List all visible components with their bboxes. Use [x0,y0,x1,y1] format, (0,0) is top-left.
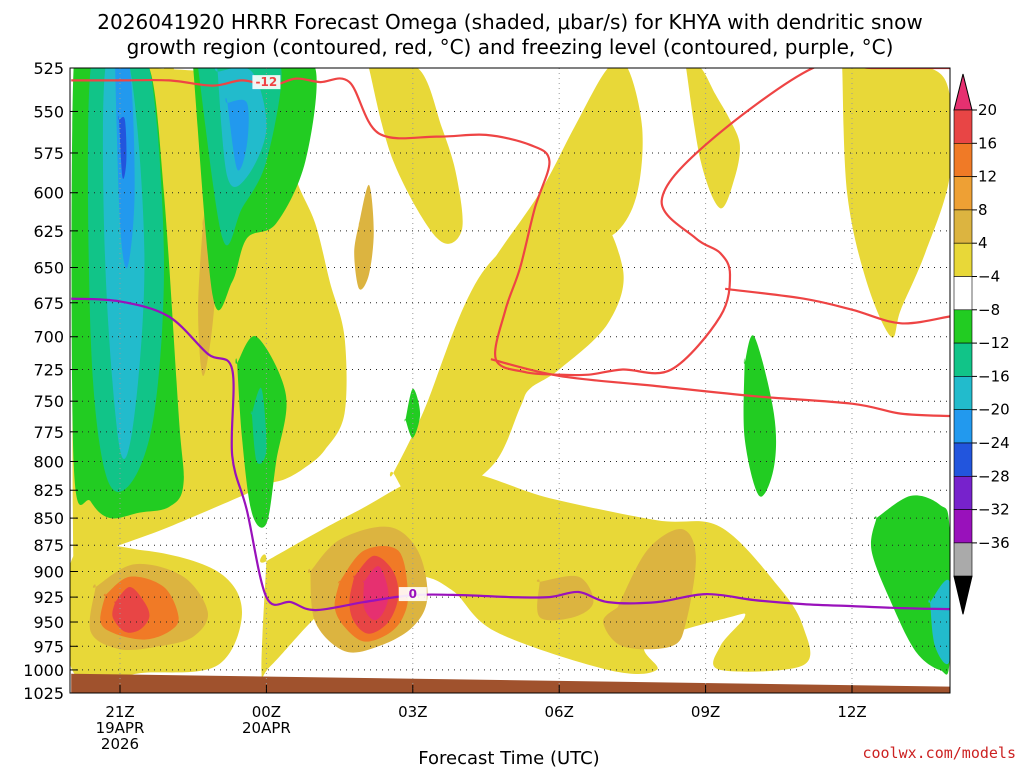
site-credit: coolwx.com/models [862,744,1016,762]
colorbar-tick-label: −8 [978,301,1000,319]
omega-region--20-to--16 [225,98,249,171]
x-tick-label: 21Z [105,703,134,721]
x-tick-label: 09Z [691,703,720,721]
colorbar-tick-label: −20 [978,401,1010,419]
colorbar-swatch [953,509,973,544]
x-tick-label: 00Z [252,703,281,721]
y-tick-label: 725 [33,361,64,380]
chart-title-line1: 2026041920 HRRR Forecast Omega (shaded, … [97,10,922,34]
colorbar-swatch [953,109,973,144]
colorbar-arrow-bottom [953,575,973,615]
colorbar-swatch [953,242,973,277]
colorbar-swatch [953,276,973,311]
omega-region-over-20 [362,566,389,621]
colorbar-swatch [953,209,973,244]
y-tick-label: 775 [33,423,64,442]
contour-dendritic-growth-region-lower [724,287,950,325]
x-tick-label: 2026 [101,735,139,753]
colorbar-tick-label: −36 [978,534,1010,552]
colorbar-swatch [953,542,973,577]
omega-region-8-to-12 [354,184,374,290]
omega-region--12-to--8 [250,387,267,464]
contour-label: 0 [409,587,417,601]
x-axis-title: Forecast Time (UTC) [418,748,599,768]
omega-region--8-to--4 [743,335,777,497]
colorbar-tick-label: −12 [978,334,1010,352]
colorbar-tick-label: 16 [978,134,997,152]
colorbar: 20 16 12 8 4 −4 −8 −12 −16 −20 −24 −28 −32 −36 [953,73,1010,615]
y-tick-label: 700 [33,328,64,347]
x-tick-label: 19APR [96,719,145,737]
plot-frame [69,67,951,694]
colorbar-tick-label: 12 [978,168,997,186]
contour-label-bg [252,75,281,90]
y-tick-label: 525 [33,59,64,78]
omega-region-4-to-8 [469,68,643,352]
y-tick-label: 1025 [23,684,64,703]
colorbar-tick-label: −16 [978,367,1010,385]
colorbar-swatch [953,376,973,410]
omega-region--8-to--4 [870,495,950,675]
colorbar-tick-label: −32 [978,501,1010,519]
colorbar-tick-label: 4 [978,234,988,252]
y-tick-label: 1000 [23,661,64,680]
y-tick-label: 975 [33,637,64,656]
omega-shading [70,68,950,682]
y-tick-label: 950 [33,613,64,632]
pressure-axis: 525 550 575 600 625 650 675 700 725 750 775 800 825 8… [23,59,78,703]
omega-region-8-to-12 [536,575,594,621]
omega-region-4-to-8 [686,68,740,209]
y-tick-label: 650 [33,259,64,278]
terrain [71,673,950,693]
x-tick-label: 20APR [242,719,291,737]
y-tick-label: 675 [33,294,64,313]
colorbar-tick-label: 20 [978,101,997,119]
chart-title-line2: growth region (contoured, red, °C) and f… [127,35,894,59]
colorbar-swatch [953,475,973,510]
colorbar-swatch [953,442,973,477]
colorbar-tick-label: −28 [978,467,1010,485]
colorbar-swatch [953,176,973,211]
y-tick-label: 575 [33,144,64,163]
omega-region--16-to--12 [928,579,950,665]
omega-region-8-to-12 [603,528,696,650]
omega-region-4-to-8 [842,68,950,338]
colorbar-arrow-top [953,73,973,111]
contour-label: -12 [256,75,278,89]
y-tick-label: 625 [33,222,64,241]
y-tick-label: 825 [33,481,64,500]
y-tick-label: 850 [33,509,64,528]
omega-region-16-to-20 [112,587,150,633]
colorbar-tick-label: 8 [978,201,988,219]
y-tick-label: 800 [33,452,64,471]
y-tick-label: 750 [33,392,64,411]
contour-dendritic-growth-region-12-c [71,68,950,377]
y-tick-label: 600 [33,184,64,203]
y-tick-label: 875 [33,536,64,555]
x-tick-label: 12Z [837,703,866,721]
omega-region--24-to--20 [118,115,127,179]
terrain-ground [71,673,950,693]
y-tick-label: 900 [33,563,64,582]
contour-label-bg [398,587,427,602]
omega-region-4-to-8 [389,208,624,509]
x-tick-label: 06Z [545,703,574,721]
colorbar-tick-label: −24 [978,434,1010,452]
colorbar-swatch [953,342,973,377]
y-tick-label: 925 [33,588,64,607]
omega-region-4-to-8 [368,68,463,244]
colorbar-swatch [953,409,973,444]
colorbar-swatch [953,309,973,344]
contour-dendritic-growth-region-bottom [490,358,950,418]
y-tick-label: 550 [33,102,64,121]
contours: -12 0 [71,68,950,612]
colorbar-tick-label: −4 [978,268,1000,286]
colorbar-swatch [953,143,973,177]
x-tick-label: 03Z [398,703,427,721]
